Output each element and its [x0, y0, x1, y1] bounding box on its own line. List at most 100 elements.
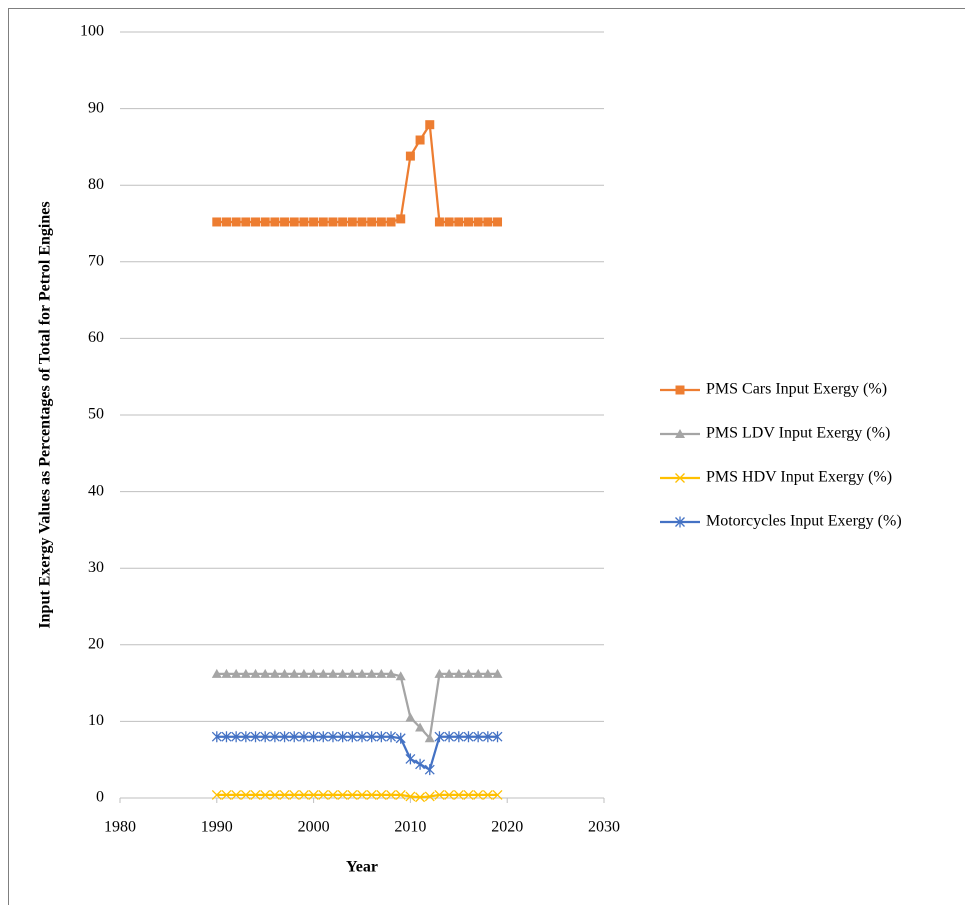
marker: [318, 668, 329, 678]
series-line: [216, 121, 498, 224]
marker: [318, 217, 328, 227]
marker: [444, 217, 454, 227]
marker: [299, 217, 309, 227]
marker: [386, 217, 396, 227]
marker: [386, 668, 397, 678]
marker: [251, 217, 261, 227]
marker: [250, 789, 261, 800]
marker: [434, 217, 444, 227]
marker: [482, 668, 493, 678]
marker: [396, 214, 406, 224]
marker: [473, 789, 484, 800]
marker: [347, 217, 357, 227]
marker: [357, 789, 367, 800]
marker: [463, 668, 474, 678]
x-tick-label: 2010: [394, 819, 426, 836]
marker: [366, 789, 377, 800]
marker: [463, 789, 474, 800]
marker: [424, 733, 435, 743]
marker: [492, 789, 503, 800]
marker: [318, 731, 329, 743]
marker: [250, 668, 261, 678]
y-tick-label: 80: [88, 176, 104, 193]
marker: [298, 668, 309, 678]
marker: [279, 731, 290, 743]
marker: [289, 217, 299, 227]
marker: [463, 731, 474, 743]
marker: [211, 668, 222, 678]
marker: [337, 789, 348, 800]
marker: [376, 789, 387, 800]
legend-label: PMS LDV Input Exergy (%): [706, 425, 890, 442]
series-line: [216, 793, 498, 799]
marker: [376, 668, 387, 678]
marker: [425, 120, 435, 130]
marker: [211, 731, 222, 743]
y-tick-label: 70: [88, 252, 104, 269]
marker: [221, 731, 232, 743]
marker: [289, 731, 300, 743]
marker: [473, 217, 483, 227]
marker: [424, 791, 435, 802]
marker: [231, 217, 241, 227]
marker: [367, 217, 377, 227]
marker: [366, 668, 377, 678]
marker: [250, 731, 261, 743]
marker: [269, 789, 280, 800]
marker: [269, 668, 280, 678]
marker: [405, 753, 416, 765]
marker: [444, 731, 455, 743]
marker: [357, 217, 367, 227]
x-tick-label: 2000: [298, 819, 330, 836]
marker: [395, 732, 406, 744]
marker: [240, 668, 251, 678]
x-tick-label: 1980: [104, 819, 136, 836]
y-tick-label: 10: [88, 712, 104, 729]
marker: [308, 731, 319, 743]
marker: [308, 668, 319, 678]
y-tick-label: 50: [88, 406, 104, 423]
marker: [463, 217, 473, 227]
marker: [434, 731, 445, 743]
marker: [493, 217, 503, 227]
marker: [231, 789, 242, 800]
marker: [415, 792, 426, 803]
marker: [434, 668, 445, 678]
marker: [473, 668, 484, 678]
y-tick-label: 60: [88, 329, 104, 346]
marker: [298, 789, 309, 800]
marker: [453, 668, 464, 678]
marker: [269, 731, 280, 743]
marker: [415, 722, 426, 732]
marker: [386, 731, 396, 743]
marker: [309, 217, 319, 227]
marker: [395, 671, 406, 681]
legend-label: PMS HDV Input Exergy (%): [706, 469, 892, 486]
marker: [298, 731, 309, 743]
x-tick-label: 2030: [588, 819, 620, 836]
y-tick-label: 20: [88, 635, 104, 652]
marker: [376, 731, 387, 743]
series-line: [216, 735, 498, 772]
marker: [221, 789, 232, 800]
marker: [444, 789, 455, 800]
marker: [357, 668, 367, 678]
marker: [453, 731, 464, 743]
marker: [328, 731, 338, 743]
y-tick-label: 100: [80, 23, 104, 40]
marker: [279, 668, 290, 678]
marker: [482, 731, 493, 743]
marker: [279, 789, 290, 800]
marker: [231, 731, 242, 743]
x-tick-label: 2020: [491, 819, 523, 836]
marker: [221, 217, 231, 227]
marker: [675, 516, 685, 528]
marker: [260, 789, 271, 800]
marker: [675, 385, 685, 395]
marker: [212, 217, 222, 227]
marker: [347, 668, 358, 678]
marker: [405, 791, 416, 802]
marker: [347, 731, 358, 743]
marker: [260, 217, 270, 227]
